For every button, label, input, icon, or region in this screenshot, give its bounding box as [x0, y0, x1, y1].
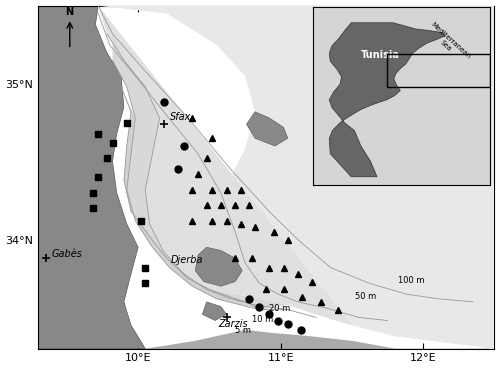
- Text: Sfax: Sfax: [170, 111, 191, 121]
- Text: 100 m: 100 m: [398, 276, 424, 285]
- Polygon shape: [195, 247, 242, 286]
- Polygon shape: [98, 6, 352, 325]
- Text: Mediterranean
Sea: Mediterranean Sea: [424, 21, 472, 65]
- Polygon shape: [112, 34, 288, 310]
- Text: Djerba: Djerba: [171, 255, 203, 265]
- Text: 5 m: 5 m: [235, 326, 251, 335]
- Polygon shape: [330, 23, 445, 177]
- Text: Tunisia: Tunisia: [361, 50, 400, 60]
- Text: N: N: [66, 7, 74, 17]
- Text: Gabès: Gabès: [51, 249, 82, 259]
- Text: Zarzis: Zarzis: [218, 319, 248, 329]
- Polygon shape: [96, 6, 494, 349]
- Polygon shape: [98, 6, 494, 349]
- Text: 50 m: 50 m: [355, 292, 376, 301]
- Text: 10 m: 10 m: [252, 315, 274, 324]
- Bar: [386, 54, 490, 87]
- Polygon shape: [202, 302, 226, 321]
- Polygon shape: [121, 87, 245, 305]
- Polygon shape: [246, 112, 288, 146]
- Text: 20 m: 20 m: [270, 304, 290, 313]
- Polygon shape: [38, 6, 146, 349]
- Polygon shape: [98, 6, 494, 349]
